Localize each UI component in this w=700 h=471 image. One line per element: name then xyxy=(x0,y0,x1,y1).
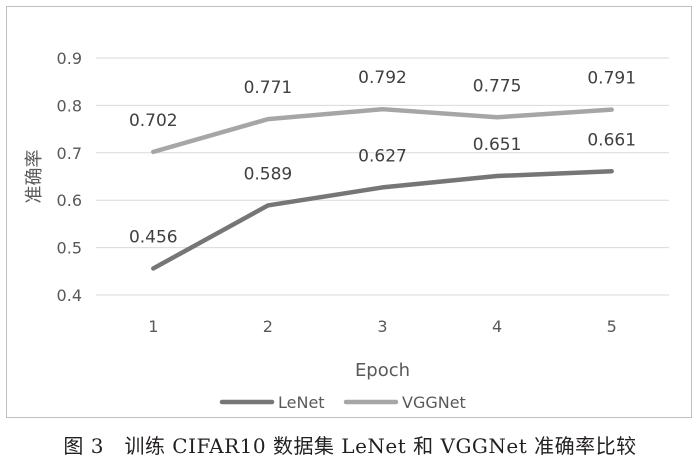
x-tick-label: 1 xyxy=(148,317,158,336)
data-label: 0.771 xyxy=(244,78,293,98)
data-label: 0.651 xyxy=(473,135,522,155)
x-tick-label: 4 xyxy=(492,317,502,336)
figure-caption: 图 3 训练 CIFAR10 数据集 LeNet 和 VGGNet 准确率比较 xyxy=(63,434,637,458)
series-line-vggnet xyxy=(151,106,614,155)
series-line-lenet xyxy=(151,169,614,271)
data-label: 0.661 xyxy=(587,130,636,150)
legend-label: VGGNet xyxy=(402,393,466,412)
x-tick-label: 5 xyxy=(607,317,617,336)
line-chart: 0.4 0.5 0.6 0.7 0.8 0.9 1 2 3 4 5 Epoch 准确率 0.456 0.58… xyxy=(24,49,669,412)
legend-label: LeNet xyxy=(278,393,325,412)
x-axis-title: Epoch xyxy=(355,360,410,381)
data-label: 0.456 xyxy=(129,227,178,247)
y-axis-title: 准确率 xyxy=(24,150,45,204)
data-label: 0.702 xyxy=(129,111,178,131)
x-tick-label: 3 xyxy=(377,317,387,336)
data-label: 0.792 xyxy=(358,68,407,88)
y-tick-label: 0.5 xyxy=(57,239,82,258)
y-tick-label: 0.4 xyxy=(57,286,82,305)
y-tick-label: 0.6 xyxy=(57,191,82,210)
y-tick-label: 0.9 xyxy=(57,49,82,68)
y-tick-label: 0.8 xyxy=(57,96,82,115)
x-tick-label: 2 xyxy=(263,317,273,336)
data-label: 0.791 xyxy=(587,69,636,89)
chart-frame xyxy=(6,6,692,418)
data-label: 0.589 xyxy=(244,164,293,184)
data-label: 0.775 xyxy=(473,76,522,96)
y-tick-label: 0.7 xyxy=(57,144,82,163)
data-label: 0.627 xyxy=(358,146,407,166)
